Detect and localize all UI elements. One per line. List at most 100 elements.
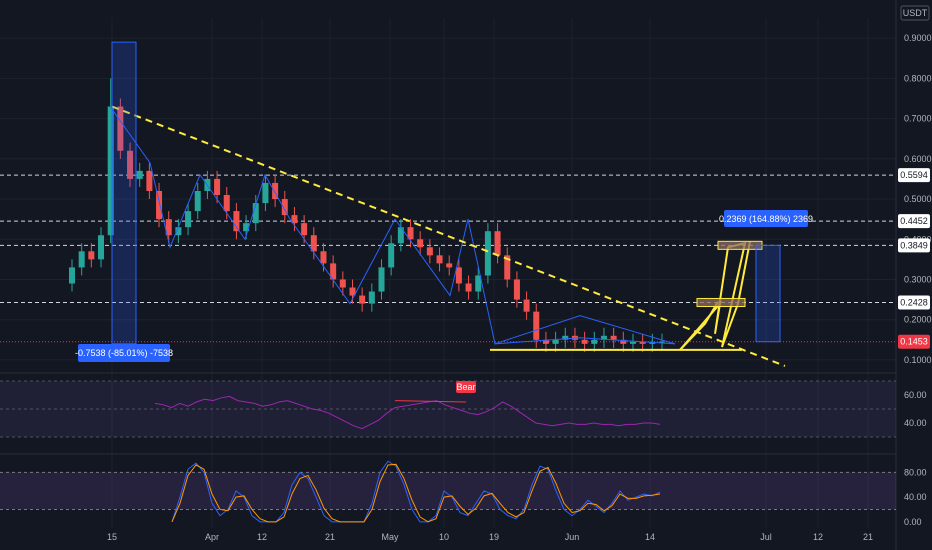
time-tick-label: 15 xyxy=(107,532,117,542)
candle-body xyxy=(610,335,617,340)
candle-body xyxy=(368,291,375,304)
candle-body xyxy=(484,231,491,276)
level-price-label: 0.4452 xyxy=(900,216,928,226)
candle-body xyxy=(272,182,279,200)
candle-body xyxy=(620,339,627,344)
stoch-tick-label: 40.00 xyxy=(904,492,927,502)
candle-body xyxy=(136,170,143,179)
candle-body xyxy=(397,227,404,244)
candle-body xyxy=(88,251,95,260)
candle-body xyxy=(552,339,559,344)
candle-body xyxy=(407,227,414,240)
candle-body xyxy=(513,279,520,300)
pair-badge xyxy=(900,5,930,21)
candle-body xyxy=(591,339,598,344)
level-price-badge xyxy=(898,168,930,183)
candle-body xyxy=(523,299,530,312)
candle-body xyxy=(639,341,646,344)
target-zone-lower xyxy=(696,297,746,308)
price-tick-label: 0.1000 xyxy=(904,355,932,365)
rsi-tick-label: 60.00 xyxy=(904,390,927,400)
price-tick-label: 0.2000 xyxy=(904,315,932,325)
candle-body xyxy=(107,106,114,236)
candle-body xyxy=(165,219,172,236)
candle-body xyxy=(388,243,395,268)
candle-body xyxy=(446,263,453,268)
level-price-badge xyxy=(898,214,930,229)
price-tick-label: 0.7000 xyxy=(904,114,932,124)
candle-body xyxy=(252,203,259,224)
candle-body xyxy=(262,182,269,204)
pair-label: USDT xyxy=(903,8,928,18)
rsi-divergence-line xyxy=(394,400,467,403)
candle-body xyxy=(214,178,221,195)
candle-body xyxy=(600,335,607,340)
time-tick-label: 12 xyxy=(257,532,267,542)
candle-body xyxy=(69,267,75,284)
candle-body xyxy=(581,339,588,344)
triangle-lower-edge xyxy=(494,337,676,345)
stoch-band xyxy=(0,472,896,510)
time-tick-label: May xyxy=(381,532,399,542)
candle-body xyxy=(465,283,472,292)
candle-body xyxy=(426,247,433,256)
stoch-tick-label: 80.00 xyxy=(904,467,927,477)
projection-leg xyxy=(679,301,719,351)
descending-trendline xyxy=(111,105,786,367)
candle-body xyxy=(233,211,240,232)
candle-body xyxy=(494,231,501,256)
level-price-label: 0.2428 xyxy=(900,297,928,307)
candle-body xyxy=(659,341,665,343)
time-tick-label: Jul xyxy=(760,532,772,542)
candle-body xyxy=(339,279,346,288)
time-tick-label: 21 xyxy=(863,532,873,542)
drawdown-measure-label: -0.7538 (-85.01%) -7538 xyxy=(75,348,173,358)
price-tick-label: 0.9000 xyxy=(904,33,932,43)
candle-body xyxy=(175,227,182,236)
level-price-label: 0.3849 xyxy=(900,240,928,250)
drawdown-measure-box xyxy=(111,41,137,345)
time-tick-label: 19 xyxy=(489,532,499,542)
time-tick-label: Jun xyxy=(565,532,580,542)
candle-body xyxy=(117,106,124,151)
projection-measure-label: 0.2369 (164.88%) 2369 xyxy=(719,214,813,224)
time-tick-label: 12 xyxy=(813,532,823,542)
current-price-badge xyxy=(898,334,930,349)
candle-body xyxy=(562,335,569,340)
candle-body xyxy=(291,215,298,224)
candle-body xyxy=(194,190,201,212)
zigzag-pattern xyxy=(109,106,676,345)
time-tick-label: 14 xyxy=(645,532,655,542)
candle-body xyxy=(542,339,549,344)
stoch-line xyxy=(171,463,661,523)
candle-body xyxy=(146,170,153,191)
candle-body xyxy=(98,235,105,260)
level-price-badge xyxy=(898,238,930,253)
candle-body xyxy=(629,341,636,344)
candle-body xyxy=(185,211,192,228)
candle-body xyxy=(533,311,540,340)
rsi-tick-label: 40.00 xyxy=(904,418,927,428)
candle-body xyxy=(436,255,443,264)
rsi-line xyxy=(154,395,661,430)
bear-label: Bear xyxy=(456,382,475,392)
stoch-line xyxy=(171,460,661,523)
candle-body xyxy=(223,195,230,212)
projection-measure-badge xyxy=(724,210,808,227)
candle-body xyxy=(243,223,250,232)
candle-body xyxy=(330,263,337,280)
price-tick-label: 0.5000 xyxy=(904,194,932,204)
bear-badge xyxy=(456,381,476,393)
current-price-label: 0.1453 xyxy=(900,337,928,347)
target-zone-upper xyxy=(717,240,763,250)
level-price-label: 0.5594 xyxy=(900,170,928,180)
candle-body xyxy=(310,235,317,252)
price-tick-label: 0.3000 xyxy=(904,274,932,284)
candle-body xyxy=(78,251,85,268)
candle-body xyxy=(455,267,462,284)
candle-body xyxy=(349,287,356,296)
price-tick-label: 0.6000 xyxy=(904,154,932,164)
time-tick-label: 10 xyxy=(439,532,449,542)
